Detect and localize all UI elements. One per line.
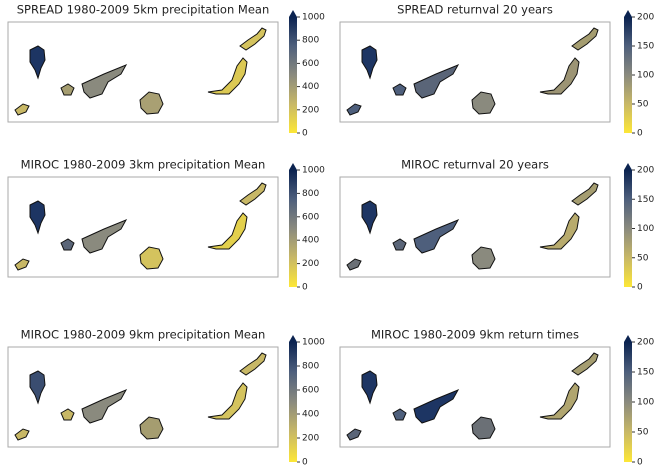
colorbar-tick-label: 0 — [302, 283, 308, 293]
panel-title: SPREAD 1980-2009 5km precipitation Mean — [17, 3, 269, 17]
colorbar-tick-label: 600 — [302, 386, 319, 396]
colorbar — [289, 170, 297, 287]
colorbar-tick-label: 0 — [637, 283, 643, 293]
colorbar — [624, 342, 632, 462]
colorbar-tick-label: 1000 — [302, 166, 325, 176]
colorbar-tick-label: 400 — [302, 236, 319, 246]
colorbar-tick-label: 200 — [302, 434, 319, 444]
colorbar-tick-label: 150 — [637, 42, 654, 52]
colorbar-extend — [289, 335, 297, 342]
colorbar-tick-label: 400 — [302, 410, 319, 420]
colorbar-tick-label: 200 — [302, 259, 319, 269]
figure: SPREAD 1980-2009 5km precipitation Mean 0… — [0, 0, 659, 468]
colorbar-tick-label: 800 — [302, 189, 319, 199]
colorbar-tick-label: 200 — [637, 338, 654, 348]
colorbar-tick-label: 800 — [302, 362, 319, 372]
colorbar-tick-label: 0 — [637, 129, 643, 139]
colorbar-tick-label: 600 — [302, 212, 319, 222]
colorbar-tick-label: 200 — [637, 166, 654, 176]
colorbar-tick-label: 0 — [637, 458, 643, 468]
colorbar-tick-label: 150 — [637, 368, 654, 378]
panel-title: MIROC 1980-2009 9km precipitation Mean — [21, 328, 266, 342]
colorbar — [624, 17, 632, 133]
colorbar-extend — [289, 163, 297, 170]
panel-title: MIROC 1980-2009 9km return times — [371, 328, 579, 342]
colorbar-tick-label: 100 — [637, 224, 654, 234]
colorbar-extend — [624, 163, 632, 170]
panel-title: MIROC 1980-2009 3km precipitation Mean — [21, 158, 266, 172]
colorbar-tick-label: 50 — [637, 428, 649, 438]
colorbar-tick-label: 50 — [637, 100, 649, 110]
colorbar-tick-label: 150 — [637, 195, 654, 205]
colorbar-tick-label: 50 — [637, 253, 649, 263]
colorbar-extend — [624, 10, 632, 17]
colorbar-tick-label: 0 — [302, 458, 308, 468]
colorbar-extend — [624, 335, 632, 342]
colorbar-tick-label: 100 — [637, 398, 654, 408]
colorbar-tick-label: 800 — [302, 36, 319, 46]
colorbar-tick-label: 600 — [302, 59, 319, 69]
colorbar — [624, 170, 632, 287]
panel-title: SPREAD returnval 20 years — [397, 3, 553, 17]
colorbar-tick-label: 1000 — [302, 13, 325, 23]
colorbar-tick-label: 0 — [302, 129, 308, 139]
colorbar — [289, 342, 297, 462]
colorbar-tick-label: 400 — [302, 82, 319, 92]
colorbar-tick-label: 1000 — [302, 338, 325, 348]
colorbar-tick-label: 200 — [637, 13, 654, 23]
colorbar-extend — [289, 10, 297, 17]
colorbar-tick-label: 100 — [637, 71, 654, 81]
colorbar — [289, 17, 297, 133]
panel-title: MIROC returnval 20 years — [401, 158, 549, 172]
colorbar-tick-label: 200 — [302, 105, 319, 115]
